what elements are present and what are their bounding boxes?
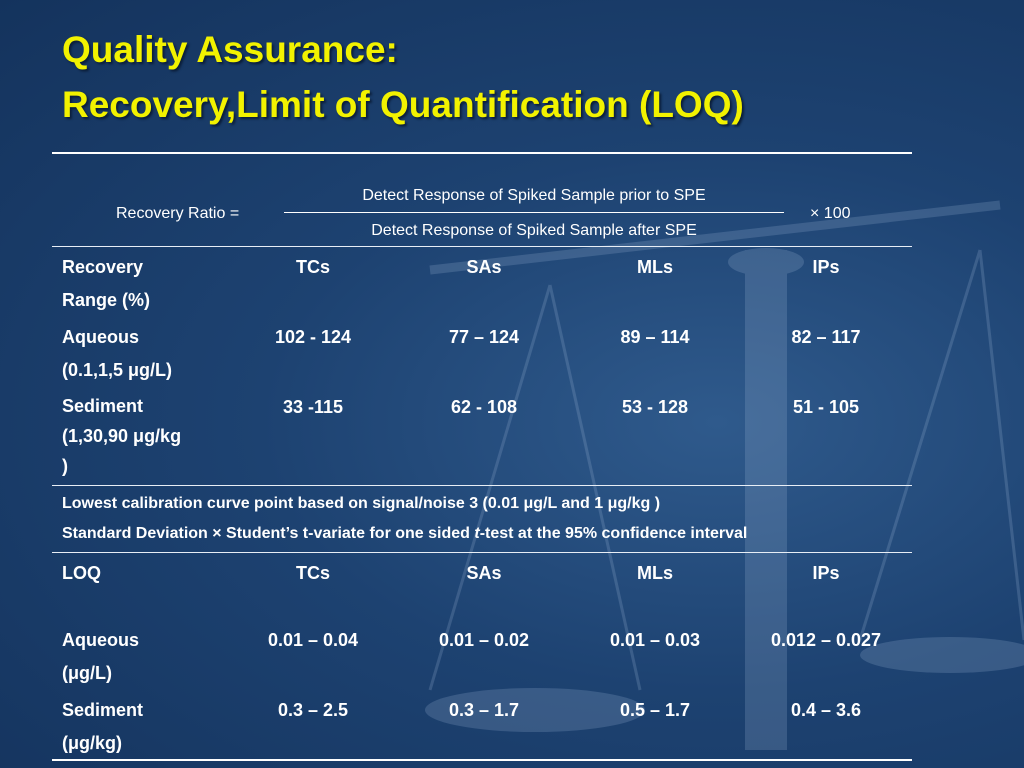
- bottom-rule: [52, 759, 912, 761]
- loq-col-header: MLs: [637, 563, 673, 583]
- table-cell: 0.01 – 0.04: [267, 630, 359, 650]
- table-cell: 0.01 – 0.03: [609, 630, 701, 650]
- recovery-col-header: TCs: [295, 257, 330, 277]
- formula-multiplier: × 100: [810, 205, 851, 222]
- loq-col-header: TCs: [295, 563, 330, 583]
- fraction-bar: [284, 212, 784, 213]
- table-cell: 82 – 117: [791, 327, 861, 347]
- table-cell: 0.01 – 0.02: [438, 630, 530, 650]
- recovery-col-header: IPs: [812, 257, 840, 277]
- table-cell: 0.3 – 2.5: [277, 700, 349, 720]
- notes-rule: [52, 552, 912, 553]
- title-line-1: Quality Assurance:: [62, 29, 398, 70]
- recovery-col-header: SAs: [466, 257, 502, 277]
- table-cell: 62 - 108: [450, 397, 518, 417]
- table-cell: 51 - 105: [792, 397, 860, 417]
- table-row-label: Aqueous (μg/L): [62, 630, 140, 683]
- table-cell: 0.4 – 3.6: [790, 700, 862, 720]
- title-line-2: Recovery,Limit of Quantification (LOQ): [62, 84, 744, 125]
- table-cell: 53 - 128: [621, 397, 689, 417]
- top-rule: [52, 152, 912, 154]
- recovery-header-label: Recovery Range (%): [62, 257, 151, 310]
- table-row-label: Aqueous (0.1,1,5 μg/L): [62, 327, 173, 380]
- table-cell: 33 -115: [282, 397, 344, 417]
- loq-col-header: SAs: [466, 563, 502, 583]
- table-cell: 89 – 114: [620, 327, 690, 347]
- table-row-label: Sediment (1,30,90 μg/kg ): [62, 396, 182, 476]
- formula-numerator: Detect Response of Spiked Sample prior t…: [362, 187, 706, 204]
- formula-rule: [52, 246, 912, 247]
- loq-definition-line-2: Standard Deviation × Student’s t-variate…: [62, 525, 748, 542]
- recovery-col-header: MLs: [637, 257, 673, 277]
- table-row-label: Sediment (μg/kg): [62, 700, 144, 753]
- table-cell: 0.3 – 1.7: [448, 700, 520, 720]
- loq-definition-line-1: Lowest calibration curve point based on …: [62, 495, 661, 512]
- page-title: Quality Assurance: Recovery,Limit of Qua…: [62, 22, 744, 132]
- loq-col-header: IPs: [812, 563, 840, 583]
- formula-label: Recovery Ratio =: [116, 205, 240, 222]
- table-cell: 102 - 124: [274, 327, 352, 347]
- table-cell: 0.5 – 1.7: [619, 700, 691, 720]
- table-cell: 77 – 124: [448, 327, 520, 347]
- formula-denominator: Detect Response of Spiked Sample after S…: [371, 222, 697, 239]
- loq-header-label: LOQ: [62, 563, 101, 583]
- recovery-rule: [52, 485, 912, 486]
- table-cell: 0.012 – 0.027: [770, 630, 882, 650]
